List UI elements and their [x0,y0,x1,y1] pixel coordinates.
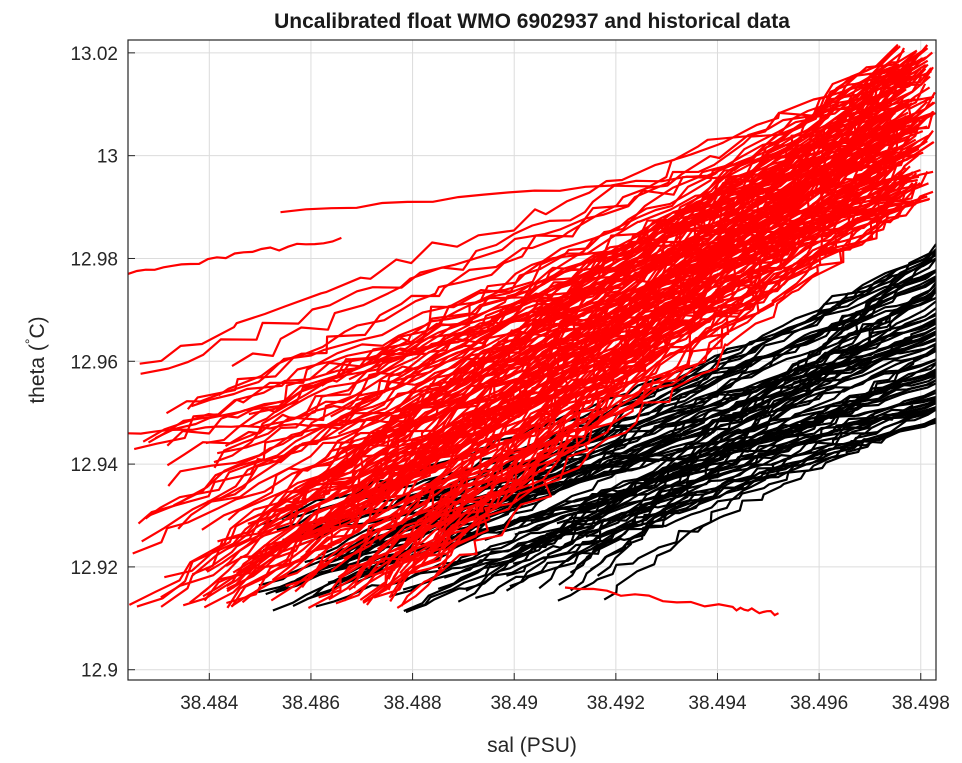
y-tick-label: 13.02 [70,44,118,65]
historical-profile-line [396,76,923,609]
float-profile-line [301,332,936,535]
historical-profile-line [189,131,905,604]
historical-profile-line [166,118,910,447]
x-tick-label: 38.484 [180,693,239,714]
historical-outlier-line [564,586,779,617]
historical-profile-line [217,56,927,397]
axes-box [127,39,937,681]
float-profile-line [431,248,936,550]
y-tick-label: 12.96 [70,352,118,373]
y-tick-label: 12.98 [70,249,118,270]
plot-lines [128,43,936,617]
x-tick-label: 38.498 [892,693,950,714]
historical-profile-line [328,167,909,601]
float-profile-line [257,406,936,594]
historical-profile-line [137,173,911,525]
y-axis-label-degree: ° [22,339,38,345]
float-profile-line [569,290,936,574]
y-tick-label: 13 [97,147,118,168]
historical-profile-line [173,84,905,507]
historical-profile-line [405,121,900,576]
historical-profile-line [300,112,932,501]
historical-outlier-line [128,236,342,275]
float-profile-line [484,382,936,541]
x-tick-label: 38.494 [688,693,747,714]
historical-profile-line [230,47,929,608]
y-axis-label: theta (°C) [22,316,49,403]
historical-profile-line [160,45,899,608]
x-tick-label: 38.49 [490,693,538,714]
y-axis-label-text: theta ( [26,344,49,404]
y-tick-label: 12.94 [70,455,118,476]
historical-profile-line [382,175,920,451]
historical-profile-line [389,182,914,602]
float-profile-line [512,419,936,565]
historical-profile-line [332,146,909,592]
historical-profile-line [217,131,911,543]
historical-profile-line [301,154,914,588]
x-tick-label: 38.496 [790,693,848,714]
float-profile-line [457,300,936,603]
x-tick-label: 38.492 [587,693,645,714]
float-profile-line [530,290,936,523]
historical-profile-line [337,175,918,520]
historical-outlier-line [128,415,439,435]
historical-profile-line [332,170,929,482]
y-tick-label: 12.92 [70,558,118,579]
historical-profile-line [224,151,904,448]
historical-profile-line [400,206,904,607]
float-profile-line [403,333,936,613]
y-axis-label-unit: C) [26,316,49,338]
x-axis-label: sal (PSU) [487,734,577,757]
historical-outlier-line [280,159,891,214]
float-profile-line [475,406,936,599]
historical-profile-line [128,44,929,606]
historical-profile-line [140,95,935,375]
float-profile-line [448,371,936,524]
historical-profile-line [300,202,904,559]
historical-profile-line [139,67,912,365]
ticks: 38.484 38.486 38.488 38.49 38.492 38.494 38.49… [70,44,949,714]
float-profile-line [558,243,936,586]
chart-title: Uncalibrated float WMO 6902937 and histo… [274,10,790,33]
y-tick-label: 12.9 [81,661,118,682]
x-tick-label: 38.488 [384,693,442,714]
historical-profile-line [147,106,900,444]
float-profile-line [402,391,936,591]
historical-profile-line [165,123,911,415]
historical-profile-line [291,111,909,482]
historical-profile-line [133,130,924,451]
historical-profile-line [201,47,927,531]
x-tick-label: 38.486 [282,693,340,714]
float-profile-line [509,418,936,588]
